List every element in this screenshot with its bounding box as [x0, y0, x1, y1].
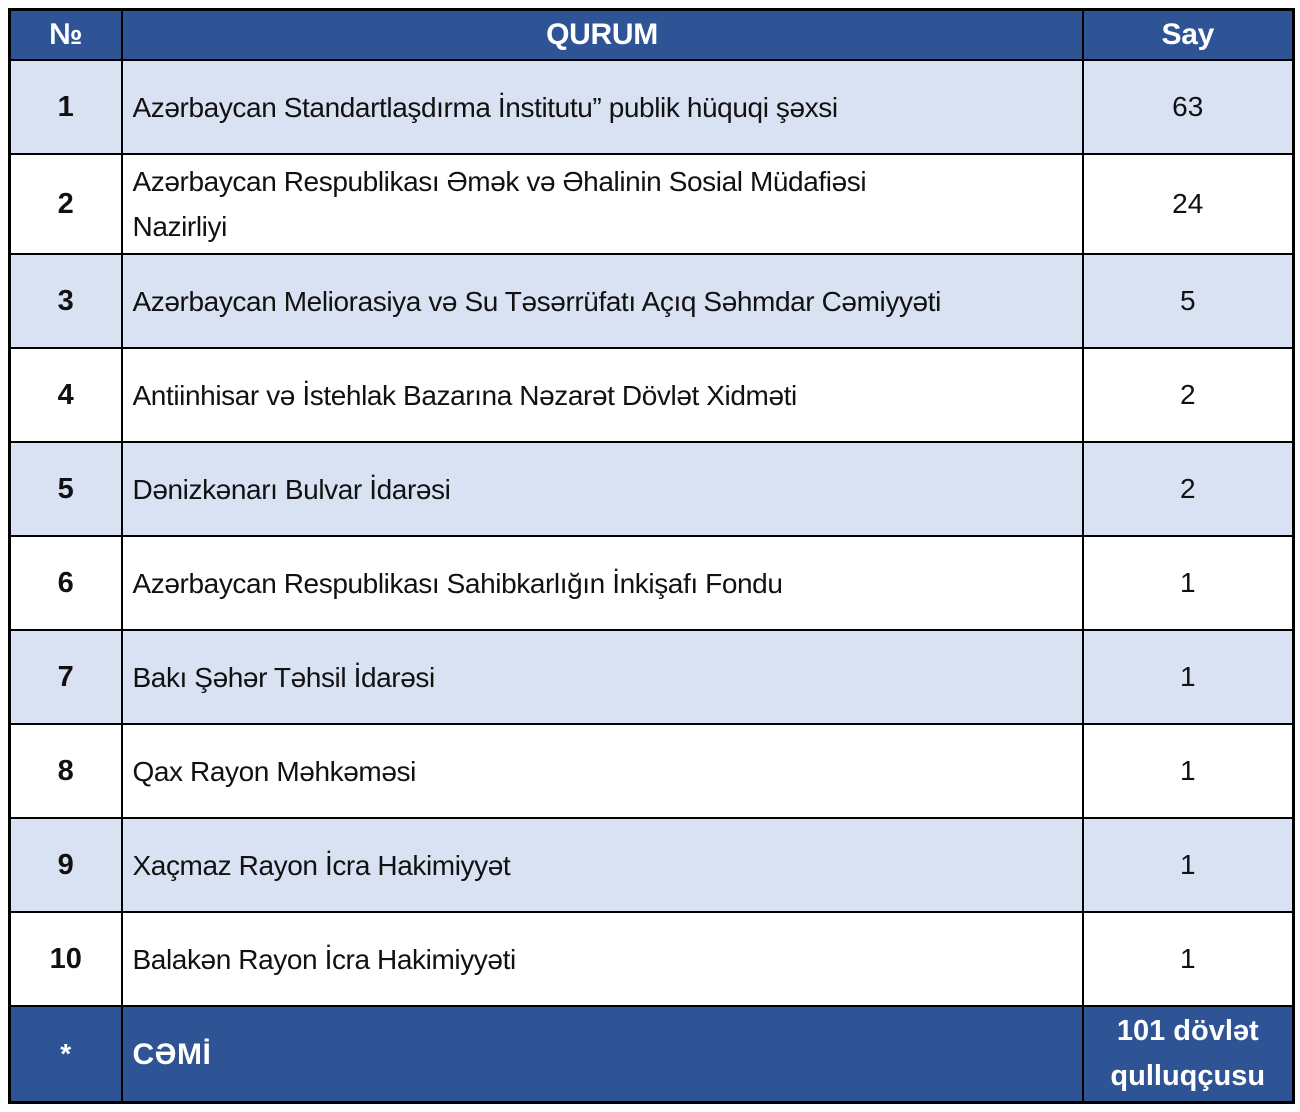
table-row: 9 Xaçmaz Rayon İcra Hakimiyyət 1 [8, 817, 1295, 913]
say-value: 1 [1081, 629, 1295, 725]
say-value: 1 [1081, 911, 1295, 1007]
qurum-name: Xaçmaz Rayon İcra Hakimiyyət [120, 817, 1084, 913]
row-number: 2 [8, 153, 123, 255]
table-row: 5 Dənizkənarı Bulvar İdarəsi 2 [8, 441, 1295, 537]
row-number: 1 [8, 59, 123, 155]
say-value: 1 [1081, 723, 1295, 819]
qurum-name: Balakən Rayon İcra Hakimiyyəti [120, 911, 1084, 1007]
column-header-qurum: QURUM [120, 8, 1084, 61]
qurum-name: Azərbaycan Respublikası Sahibkarlığın İn… [120, 535, 1084, 631]
say-value: 63 [1081, 59, 1295, 155]
row-number: 6 [8, 535, 123, 631]
table-header-row: № QURUM Say [8, 8, 1295, 61]
row-number: 10 [8, 911, 123, 1007]
table-row: 4 Antiinhisar və İstehlak Bazarına Nəzar… [8, 347, 1295, 443]
qurum-name: Azərbaycan Standartlaşdırma İnstitutu” p… [120, 59, 1084, 155]
row-number: 9 [8, 817, 123, 913]
qurum-say-table: № QURUM Say 1 Azərbaycan Standartlaşdırm… [8, 8, 1295, 1104]
qurum-name: Antiinhisar və İstehlak Bazarına Nəzarət… [120, 347, 1084, 443]
say-value: 24 [1081, 153, 1295, 255]
total-value: 101 dövlət qulluqçusu [1081, 1005, 1295, 1104]
table-row: 3 Azərbaycan Meliorasiya və Su Təsərrüfa… [8, 253, 1295, 349]
say-value: 2 [1081, 441, 1295, 537]
table-total-row: * CƏMİ 101 dövlət qulluqçusu [8, 1005, 1295, 1104]
table-row: 6 Azərbaycan Respublikası Sahibkarlığın … [8, 535, 1295, 631]
say-value: 2 [1081, 347, 1295, 443]
table-row: 7 Bakı Şəhər Təhsil İdarəsi 1 [8, 629, 1295, 725]
table-row: 8 Qax Rayon Məhkəməsi 1 [8, 723, 1295, 819]
total-row-marker: * [8, 1005, 123, 1104]
qurum-name: Dənizkənarı Bulvar İdarəsi [120, 441, 1084, 537]
say-value: 1 [1081, 817, 1295, 913]
column-header-num: № [8, 8, 123, 61]
column-header-say: Say [1081, 8, 1295, 61]
row-number: 5 [8, 441, 123, 537]
row-number: 7 [8, 629, 123, 725]
row-number: 4 [8, 347, 123, 443]
say-value: 1 [1081, 535, 1295, 631]
qurum-name: Azərbaycan Respublikası Əmək və Əhalinin… [120, 153, 1084, 255]
qurum-name: Qax Rayon Məhkəməsi [120, 723, 1084, 819]
table-row: 2 Azərbaycan Respublikası Əmək və Əhalin… [8, 153, 1295, 255]
table-row: 10 Balakən Rayon İcra Hakimiyyəti 1 [8, 911, 1295, 1007]
say-value: 5 [1081, 253, 1295, 349]
qurum-name: Bakı Şəhər Təhsil İdarəsi [120, 629, 1084, 725]
table-row: 1 Azərbaycan Standartlaşdırma İnstitutu”… [8, 59, 1295, 155]
row-number: 8 [8, 723, 123, 819]
total-label: CƏMİ [120, 1005, 1084, 1104]
row-number: 3 [8, 253, 123, 349]
qurum-name: Azərbaycan Meliorasiya və Su Təsərrüfatı… [120, 253, 1084, 349]
